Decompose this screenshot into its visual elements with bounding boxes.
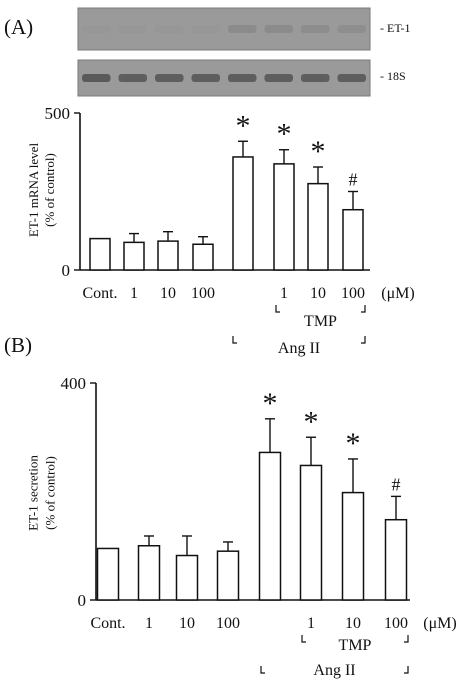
x-tick-label: 1 <box>145 615 153 632</box>
blot-band <box>191 25 220 33</box>
x-tick-label: 1 <box>130 285 138 302</box>
panel-b: (B) 0 400 ET-1 secretion (% of control) Cont.… <box>4 333 457 679</box>
blot-image <box>77 59 371 97</box>
blot-label: - ET-1 <box>380 21 411 35</box>
y-tick-label: 0 <box>62 261 71 280</box>
blot-image <box>77 7 371 51</box>
bar <box>192 243 214 271</box>
blot-border <box>77 7 371 51</box>
bar <box>137 545 161 601</box>
blot-label: - 18S <box>380 69 406 83</box>
y-tick-label: 500 <box>45 104 71 123</box>
x-tick-label: 100 <box>191 285 215 302</box>
y-axis-label-line: (% of control) <box>42 153 57 227</box>
blot-band <box>264 74 293 82</box>
ang-ii-label: Ang II <box>313 662 355 679</box>
blot-band <box>228 74 257 82</box>
x-tick-label: 100 <box>341 285 365 302</box>
y-axis-label-line: ET-1 mRNA level <box>26 143 41 238</box>
ang-ii-bracket <box>260 666 409 674</box>
x-tick-label: Cont. <box>90 615 125 632</box>
bar-chart: 0 400 ET-1 secretion (% of control) Cont. 1 10… <box>26 374 457 679</box>
x-tick-label: 1 <box>280 285 288 302</box>
x-tick-label: 100 <box>384 615 408 632</box>
significance-marker: # <box>349 170 358 190</box>
y-axis-label: ET-1 secretion (% of control) <box>26 455 58 531</box>
significance-marker: * <box>311 135 326 168</box>
significance-marker: * <box>304 405 319 438</box>
blot-band <box>155 25 184 33</box>
blot-band <box>337 25 366 33</box>
bar <box>384 518 408 601</box>
tmp-bracket <box>301 635 409 643</box>
bar <box>342 208 364 271</box>
y-tick-label: 400 <box>61 374 87 393</box>
x-tick-label: 100 <box>216 615 240 632</box>
bar <box>89 237 111 271</box>
y-tick-label: 0 <box>78 591 87 610</box>
bar <box>96 547 120 601</box>
significance-marker: * <box>346 427 361 460</box>
blot-band <box>264 25 293 33</box>
significance-marker: * <box>236 109 251 142</box>
y-axis-label-line: ET-1 secretion <box>26 455 41 531</box>
bar <box>258 451 282 601</box>
unit-label: (μM) <box>381 285 414 302</box>
bar <box>232 156 254 271</box>
blot-band <box>228 25 257 33</box>
unit-label: (μM) <box>423 615 456 632</box>
ang-ii-label: Ang II <box>278 340 320 357</box>
tmp-label: TMP <box>339 637 372 654</box>
x-tick-label: 10 <box>345 615 361 632</box>
bar <box>123 241 145 271</box>
blot-background <box>78 8 370 50</box>
blot-band <box>337 74 366 82</box>
tmp-bracket <box>275 305 366 313</box>
blot-band <box>301 74 330 82</box>
blot-band <box>82 25 111 33</box>
significance-marker: # <box>392 474 401 494</box>
bar <box>299 464 323 601</box>
blot-band <box>191 74 220 82</box>
ang-ii-bracket <box>232 336 366 344</box>
panel-label: (B) <box>4 333 32 357</box>
x-tick-label: Cont. <box>82 285 117 302</box>
bar <box>157 240 179 271</box>
bar-chart: 0 500 ET-1 mRNA level (% of control) Cont. 1 1… <box>26 104 415 357</box>
significance-marker: * <box>277 118 292 151</box>
blot-band <box>82 74 111 82</box>
y-axis-label-line: (% of control) <box>43 456 58 530</box>
tmp-label: TMP <box>304 313 337 330</box>
bar <box>341 491 365 601</box>
panel-a: (A) - ET-1 - 18S 0 500 ET-1 mRNA level (% of c… <box>4 7 415 357</box>
blot-border <box>77 59 371 97</box>
y-axis-label: ET-1 mRNA level (% of control) <box>26 143 57 238</box>
x-tick-label: 1 <box>307 615 315 632</box>
significance-marker: * <box>263 387 278 420</box>
blot-band <box>118 25 147 33</box>
x-tick-label: 10 <box>160 285 176 302</box>
bar <box>273 163 295 271</box>
blot-band <box>301 25 330 33</box>
blot-band <box>118 74 147 82</box>
bar <box>175 554 199 601</box>
panel-label: (A) <box>4 15 33 39</box>
x-tick-label: 10 <box>179 615 195 632</box>
bar <box>307 182 329 271</box>
x-tick-label: 10 <box>310 285 326 302</box>
bar <box>216 550 240 601</box>
blot-band <box>155 74 184 82</box>
